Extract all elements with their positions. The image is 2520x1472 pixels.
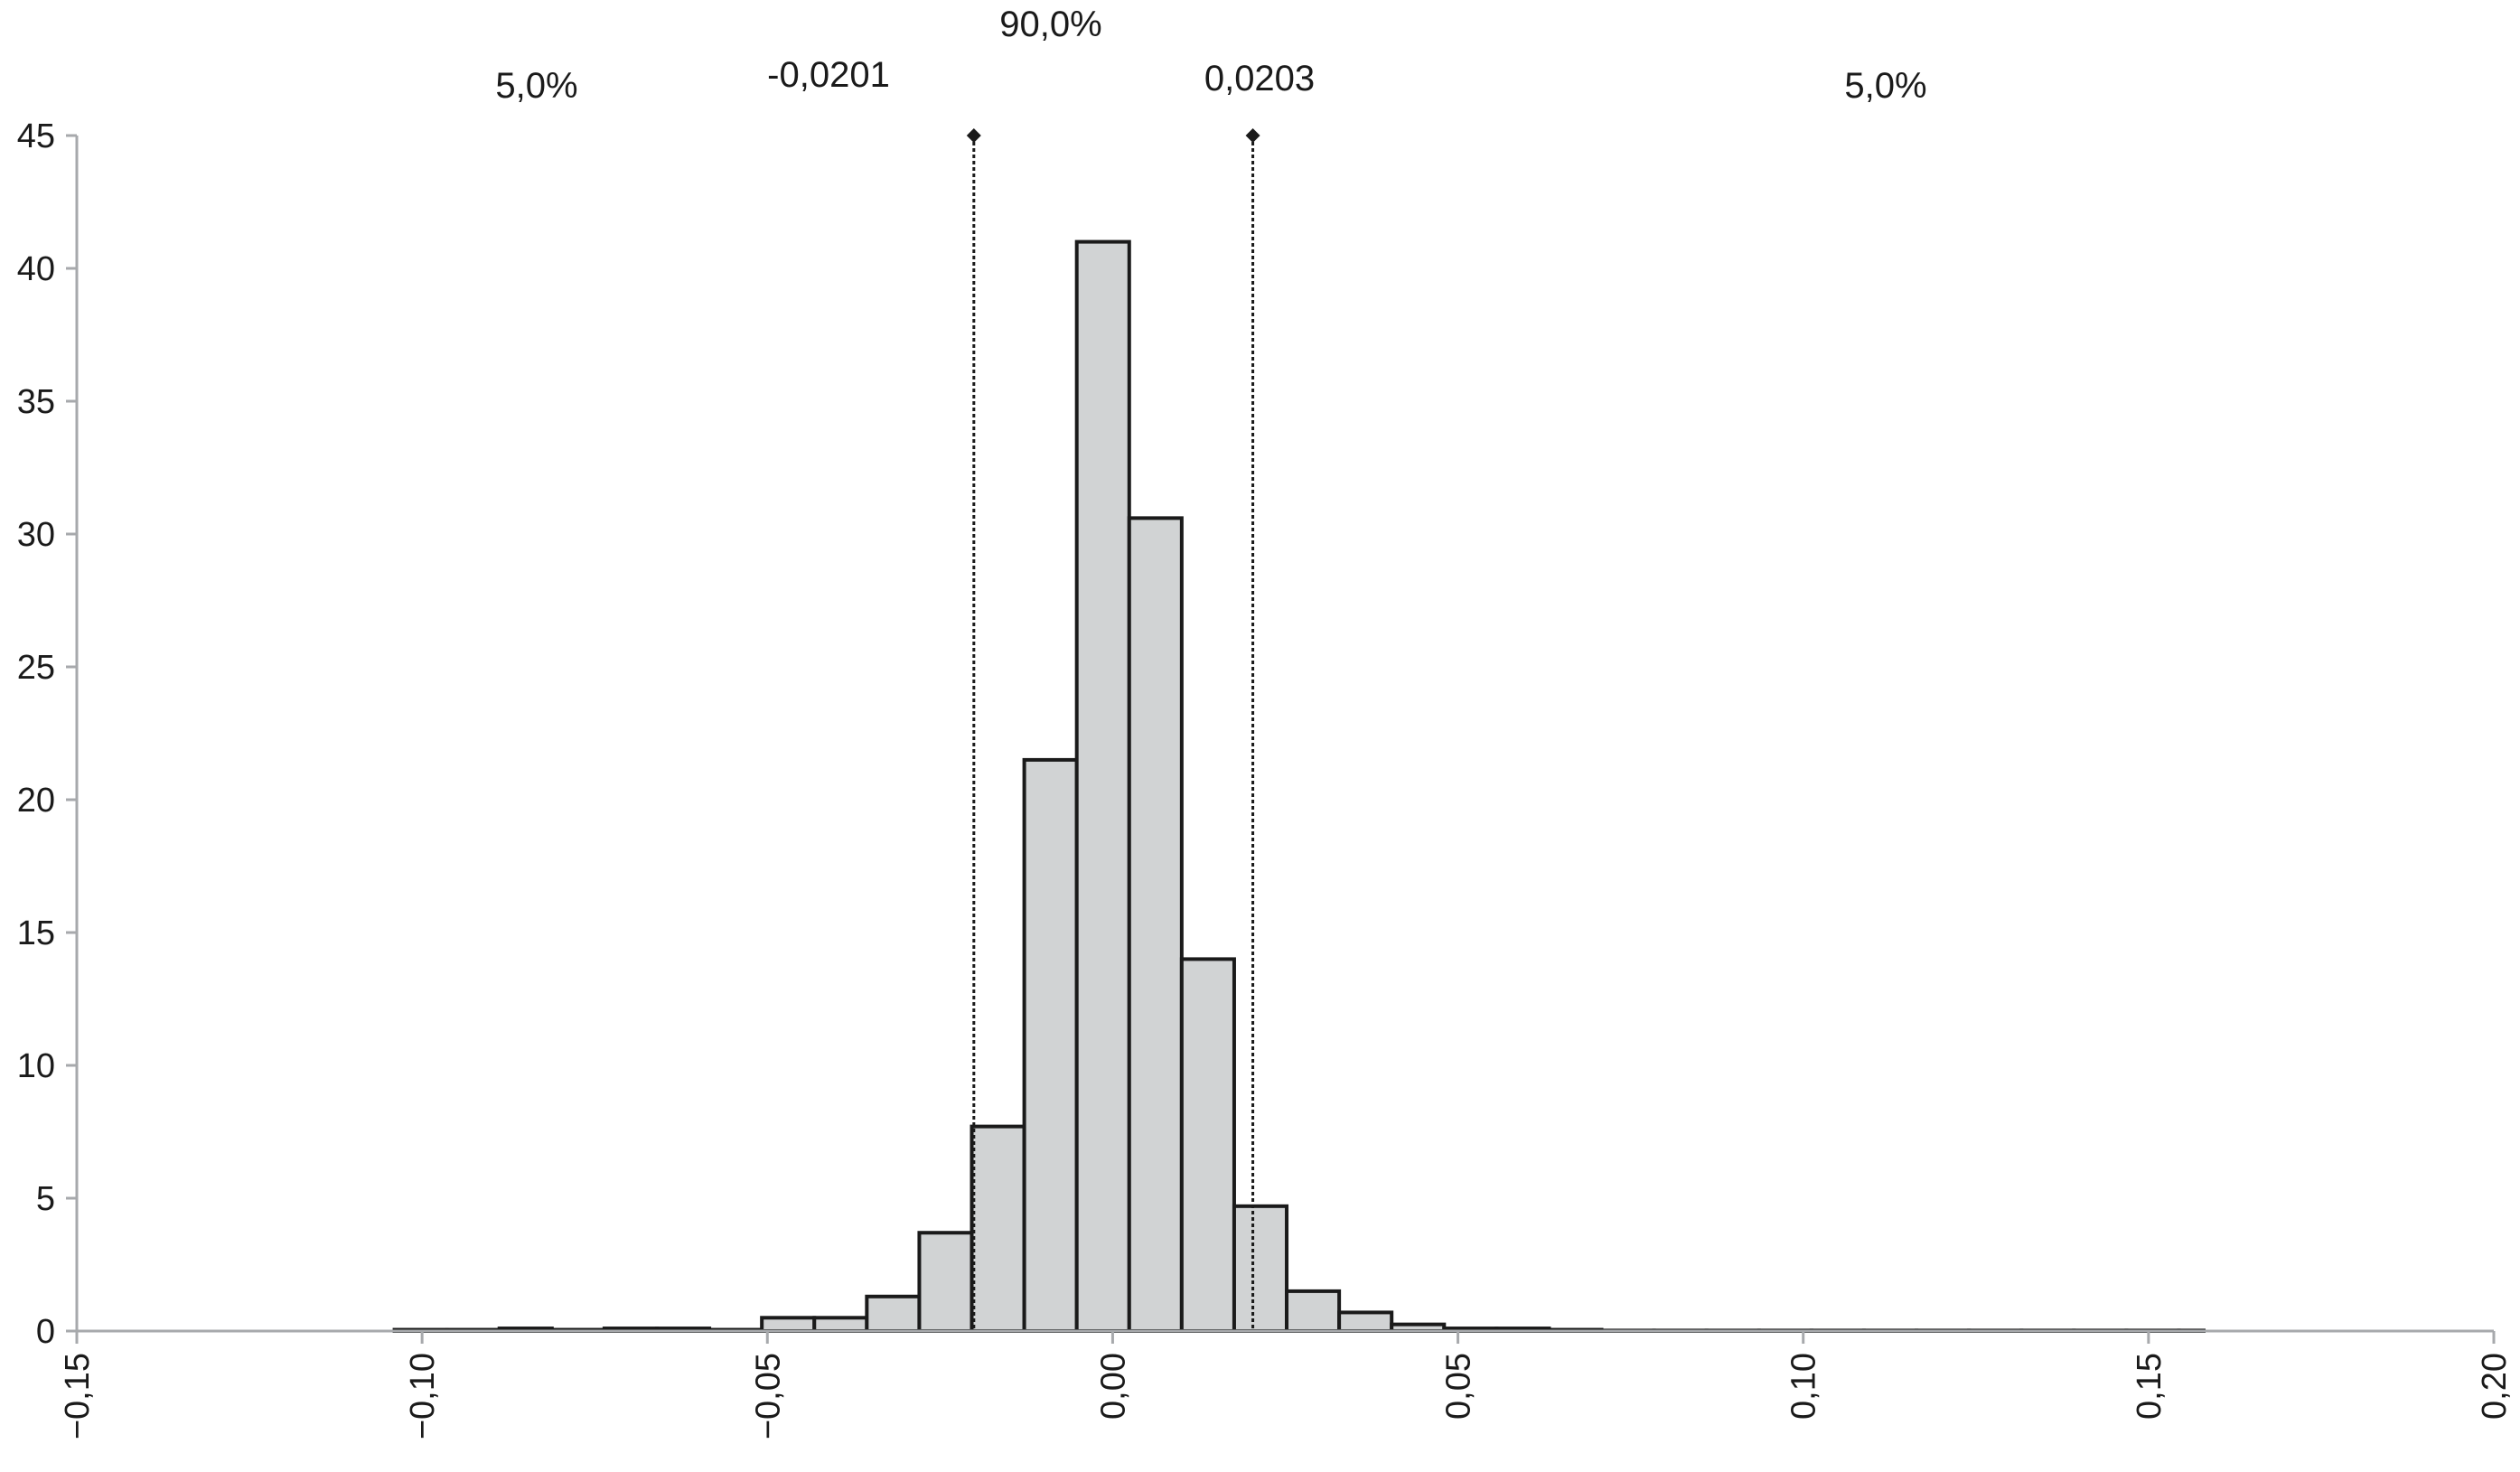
histogram-bar-16 bbox=[1232, 1204, 1289, 1333]
histogram-bar-9 bbox=[865, 1294, 922, 1334]
annotations: 5,0% 90,0% 5,0% -0,0201 0,0203 bbox=[495, 5, 1926, 106]
interval-markers bbox=[966, 128, 1260, 1331]
y-tick-label: 30 bbox=[17, 516, 55, 554]
x-tick-label: −0,10 bbox=[404, 1353, 442, 1439]
x-tick-label: −0,05 bbox=[749, 1353, 787, 1439]
x-tick-label: −0,15 bbox=[59, 1353, 97, 1439]
interval-marker-diamond-0 bbox=[966, 128, 981, 143]
histogram-bar-15 bbox=[1179, 957, 1236, 1334]
histogram-bars bbox=[392, 239, 2206, 1334]
x-tick-label: 0,10 bbox=[1785, 1353, 1823, 1420]
histogram-bar-14 bbox=[1127, 516, 1184, 1333]
histogram-bar-10 bbox=[917, 1231, 974, 1333]
y-tick-label: 20 bbox=[17, 782, 55, 820]
x-tick-label: 0,15 bbox=[2131, 1353, 2169, 1420]
y-tick-label: 10 bbox=[17, 1047, 55, 1085]
histogram-bar-8 bbox=[812, 1316, 869, 1334]
right-tail-percent-label: 5,0% bbox=[1844, 66, 1926, 106]
histogram-bar-7 bbox=[760, 1316, 817, 1334]
histogram-bar-18 bbox=[1337, 1310, 1394, 1334]
center-percent-label: 90,0% bbox=[999, 5, 1101, 44]
y-tick-label: 0 bbox=[36, 1313, 55, 1351]
x-tick-label: 0,20 bbox=[2476, 1353, 2514, 1420]
y-tick-label: 40 bbox=[17, 250, 55, 288]
axes: 0 5 10 15 20 25 30 35 40 45 −0,15 −0,10 −0,05 0,00 0,0… bbox=[17, 117, 2514, 1439]
histogram-bar-12 bbox=[1022, 757, 1079, 1333]
y-tick-label: 15 bbox=[17, 914, 55, 952]
upper-bound-label: 0,0203 bbox=[1204, 59, 1315, 98]
y-tick-label: 25 bbox=[17, 649, 55, 687]
y-tick-label: 35 bbox=[17, 383, 55, 421]
left-tail-percent-label: 5,0% bbox=[495, 66, 577, 106]
x-tick-label: 0,05 bbox=[1440, 1353, 1478, 1420]
y-tick-label: 5 bbox=[36, 1180, 55, 1218]
histogram-bar-11 bbox=[970, 1124, 1026, 1333]
histogram-bar-17 bbox=[1285, 1289, 1342, 1334]
interval-marker-diamond-1 bbox=[1245, 128, 1260, 143]
x-tick-label: 0,00 bbox=[1094, 1353, 1132, 1420]
lower-bound-label: -0,0201 bbox=[767, 55, 890, 95]
histogram-bar-13 bbox=[1074, 239, 1131, 1334]
y-tick-label: 45 bbox=[17, 117, 55, 155]
